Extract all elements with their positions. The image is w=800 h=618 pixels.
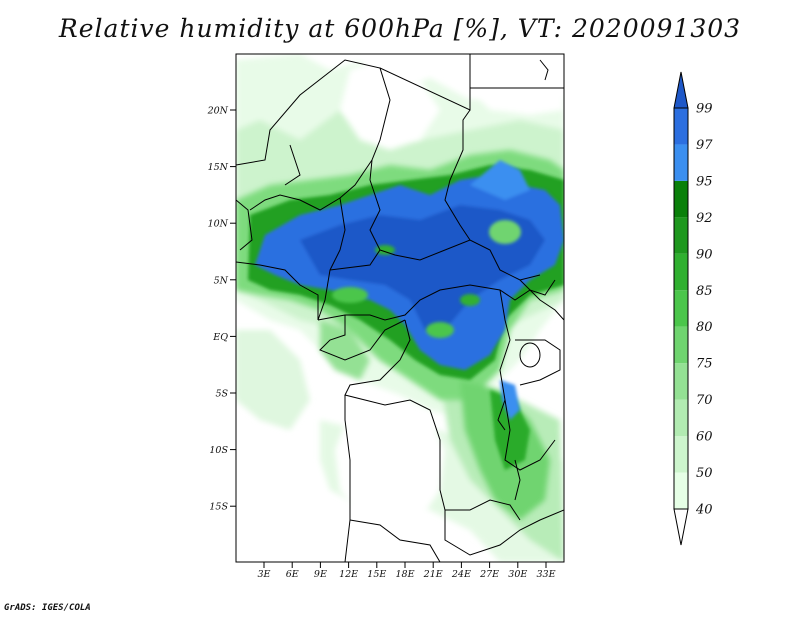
border-south-sudan-east [519,279,564,321]
colorbar-label: 99 [696,102,713,117]
border-zambia-south [444,509,564,556]
lon-label: 21E [423,569,443,580]
lake-victoria [519,342,541,368]
lon-label: 9E [314,569,327,580]
lat-label: 15N [208,162,229,173]
border-drc-angola [344,319,521,521]
lat-label: 5N [214,275,229,286]
border-west-small [236,199,253,251]
colorbar-label: 95 [696,174,713,189]
colorbar-segment [674,144,688,181]
colorbar-segment [674,436,688,473]
lon-label: 6E [286,569,299,580]
border-uganda-kenya [515,339,561,386]
colorbar-label: 80 [696,320,713,335]
colorbar-segment [674,217,688,254]
country-borders [236,54,564,562]
map-frame [235,53,565,563]
colorbar-min-triangle [673,508,689,546]
lake-tanganyika [497,399,506,431]
colorbar-label: 75 [696,357,713,372]
lon-label: 12E [339,569,358,580]
colorbar-label: 70 [696,393,713,408]
border-chad-sudan [444,109,471,241]
humidity-field [236,54,564,562]
lon-label: 18E [395,569,414,580]
longitude-axis: 3E 6E 9E 12E 15E 18E 21E 24E 27E 30E 33E [258,562,556,580]
colorbar-segment [674,180,688,218]
rh-green-pockets [332,220,521,338]
lat-label: 5S [215,389,228,400]
colorbar-segment [674,399,688,437]
lat-label: 15S [209,502,228,513]
border-nigeria-cameroon [317,197,346,321]
colorbar-segment [674,253,688,291]
lat-label: EQ [212,332,228,343]
lat-label: 10N [208,219,229,230]
lon-label: 15E [367,569,386,580]
border-drc-east [499,289,556,471]
border-cameroon-chad [329,249,381,271]
colorbar-segment [674,290,688,327]
lon-label: 30E [508,569,527,580]
colorbar-label: 97 [696,138,713,153]
map-title: Relative humidity at 600hPa [%], VT: 202… [58,14,742,43]
colorbar-segment [674,326,688,364]
colorbar-max-triangle [673,71,689,109]
colorbar-label: 92 [696,211,713,226]
border-namibia [349,519,441,562]
lake-malawi [514,459,521,501]
lat-label: 10S [209,445,228,456]
colorbar-label: 50 [696,466,713,481]
rh-dry-areas [236,60,564,562]
lon-label: 24E [451,569,471,580]
border-niger [249,159,373,211]
colorbar-label: 60 [696,430,713,445]
border-gabon-congo [319,315,406,361]
lat-label: 20N [207,106,229,117]
lon-label: 27E [479,569,499,580]
lon-label: 33E [536,569,555,580]
colorbar-label: 90 [696,247,713,262]
colorbar-label: 40 [695,503,713,518]
colorbar-outline [673,107,689,510]
border-angola-coast [344,395,351,562]
colorbar: 40 50 60 70 75 80 85 90 92 95 97 99 [673,71,713,546]
border-north-west [236,59,391,181]
grads-credit: GrADS: IGES/COLA [4,603,91,613]
lon-label: 3E [258,569,271,580]
coastline-red-sea [539,59,549,81]
border-car [369,179,541,281]
border-algeria-niger [284,144,301,186]
colorbar-segment [674,363,688,400]
latitude-axis: 20N 15N 10N 5N EQ 5S 10S 15S [207,106,236,513]
colorbar-segment [674,108,688,145]
colorbar-segment [674,472,688,509]
colorbar-label: 85 [696,284,713,299]
coastline-gulf [236,261,319,320]
rh-blue-saturated-areas [255,160,564,420]
